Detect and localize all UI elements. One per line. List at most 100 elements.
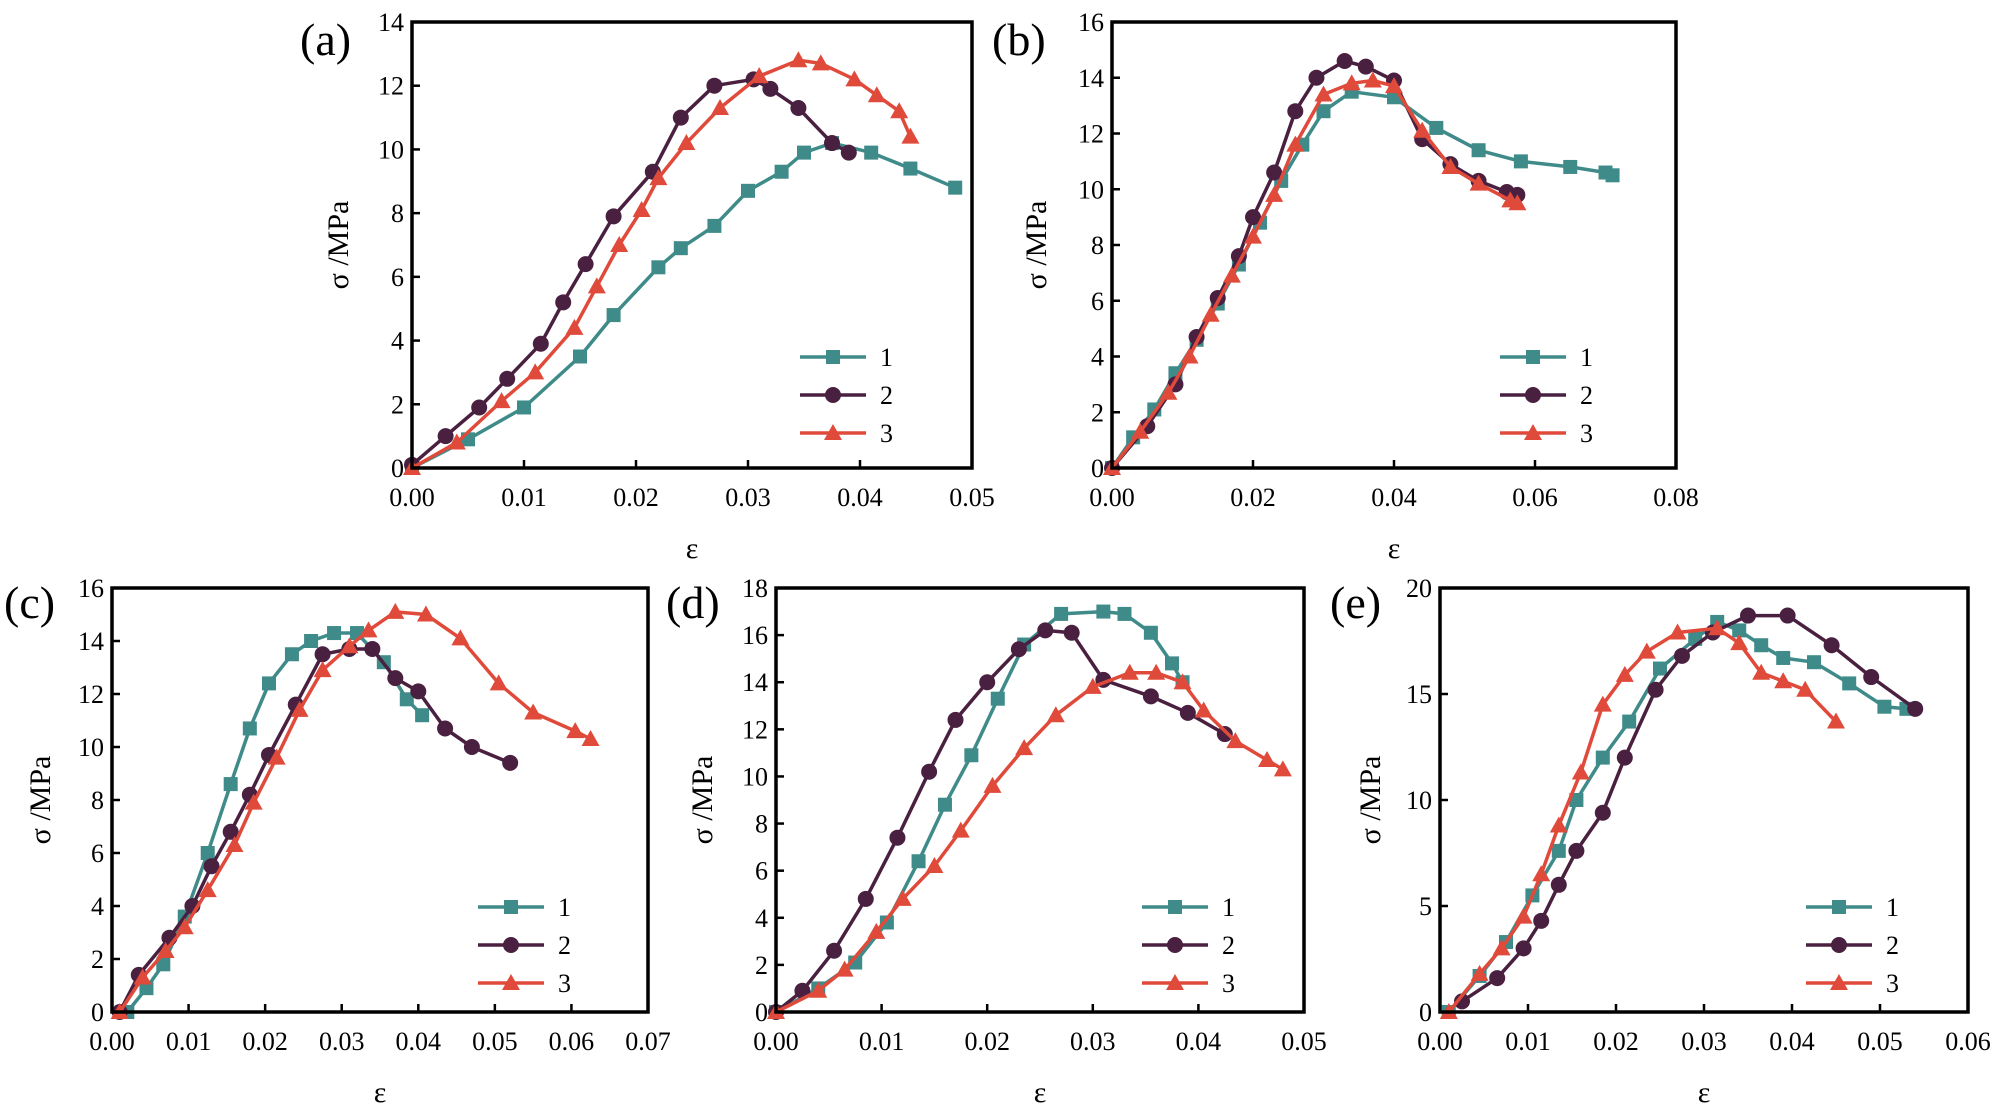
- data-point: [1776, 650, 1791, 665]
- data-point: [1469, 174, 1488, 191]
- legend-label: 1: [558, 893, 571, 922]
- data-point: [1180, 347, 1199, 364]
- x-tick-label: 0.06: [1945, 1027, 1991, 1056]
- y-axis-label: σ /MPa: [322, 201, 355, 290]
- data-point: [1357, 58, 1374, 75]
- x-tick-label: 0.01: [859, 1027, 905, 1056]
- data-point: [156, 942, 175, 959]
- data-point: [139, 981, 154, 996]
- data-point: [1595, 750, 1610, 765]
- data-point: [489, 674, 508, 691]
- data-point: [1037, 622, 1054, 639]
- data-point: [1842, 676, 1857, 691]
- data-point: [1740, 607, 1756, 624]
- data-point: [313, 661, 332, 678]
- x-tick-label: 0.04: [1769, 1027, 1815, 1056]
- data-point: [1647, 681, 1664, 698]
- data-point: [901, 127, 920, 144]
- y-tick-label: 6: [391, 263, 404, 292]
- data-point: [983, 776, 1002, 793]
- legend-marker: [826, 350, 840, 364]
- data-point: [1708, 619, 1727, 636]
- data-point: [1774, 672, 1793, 689]
- y-tick-label: 4: [91, 892, 104, 921]
- legend-marker: [1167, 937, 1183, 953]
- series-line: [1461, 613, 1917, 1003]
- data-point: [1385, 77, 1403, 94]
- y-tick-label: 2: [91, 945, 104, 974]
- legend-label: 2: [1886, 931, 1899, 960]
- series-line: [410, 77, 850, 467]
- data-point: [1533, 912, 1550, 929]
- data-point: [1569, 793, 1584, 807]
- y-tick-label: 12: [742, 715, 768, 744]
- data-point: [864, 145, 879, 160]
- legend-label: 2: [880, 381, 893, 410]
- data-point: [203, 858, 220, 875]
- data-point: [921, 763, 938, 780]
- data-point: [399, 692, 414, 707]
- data-point: [789, 51, 808, 68]
- panel-label: (e): [1330, 577, 1381, 628]
- data-point: [835, 960, 854, 977]
- legend-marker: [1166, 974, 1184, 990]
- legend-marker: [1525, 387, 1541, 403]
- data-point: [1015, 739, 1034, 756]
- data-point: [1201, 305, 1220, 322]
- y-tick-label: 10: [742, 762, 768, 791]
- legend-marker: [1524, 424, 1542, 440]
- series-3: [1439, 619, 1845, 1019]
- data-point: [133, 968, 152, 985]
- x-tick-label: 0.05: [472, 1027, 518, 1056]
- legend-marker: [504, 900, 518, 914]
- data-point: [304, 634, 319, 648]
- data-point: [1147, 663, 1166, 680]
- data-point: [532, 335, 549, 352]
- panel-label: (c): [4, 577, 55, 628]
- series-3: [767, 663, 1292, 1019]
- series-1: [405, 136, 963, 475]
- data-point: [1286, 135, 1305, 152]
- data-point: [809, 981, 828, 998]
- y-tick-label: 8: [1091, 231, 1104, 260]
- data-point: [1549, 816, 1568, 833]
- data-point: [1637, 642, 1656, 659]
- data-point: [1615, 665, 1634, 682]
- legend-label: 3: [880, 419, 893, 448]
- data-point: [327, 626, 342, 641]
- data-point: [555, 294, 572, 311]
- data-point: [824, 135, 840, 152]
- data-point: [1096, 604, 1111, 619]
- data-point: [840, 144, 857, 161]
- data-point: [1083, 677, 1102, 694]
- y-tick-label: 4: [391, 327, 404, 356]
- data-point: [606, 308, 621, 323]
- data-point: [492, 392, 511, 409]
- x-tick-label: 0.02: [613, 483, 659, 512]
- x-tick-label: 0.04: [837, 483, 883, 512]
- legend-marker: [502, 974, 520, 990]
- legend-marker: [1832, 900, 1846, 914]
- y-tick-label: 2: [755, 951, 768, 980]
- data-point: [811, 54, 830, 71]
- y-tick-label: 10: [378, 135, 404, 164]
- plot-frame: [774, 586, 1306, 1014]
- data-point: [1216, 726, 1233, 743]
- series-line: [118, 610, 592, 1013]
- data-point: [1046, 706, 1065, 723]
- y-axis-label: σ /MPa: [1354, 756, 1387, 845]
- x-tick-label: 0.00: [753, 1027, 799, 1056]
- data-point: [1668, 623, 1687, 640]
- x-tick-label: 0.07: [625, 1027, 671, 1056]
- series-line: [411, 141, 956, 470]
- x-tick-label: 0.03: [319, 1027, 365, 1056]
- y-tick-label: 16: [742, 621, 768, 650]
- data-point: [1514, 907, 1533, 924]
- panel-label: (d): [666, 577, 720, 628]
- data-point: [573, 349, 587, 364]
- y-tick-label: 0: [755, 998, 768, 1027]
- x-tick-label: 0.00: [389, 483, 435, 512]
- data-point: [925, 856, 944, 873]
- y-tick-label: 16: [1078, 8, 1104, 37]
- data-point: [889, 829, 906, 846]
